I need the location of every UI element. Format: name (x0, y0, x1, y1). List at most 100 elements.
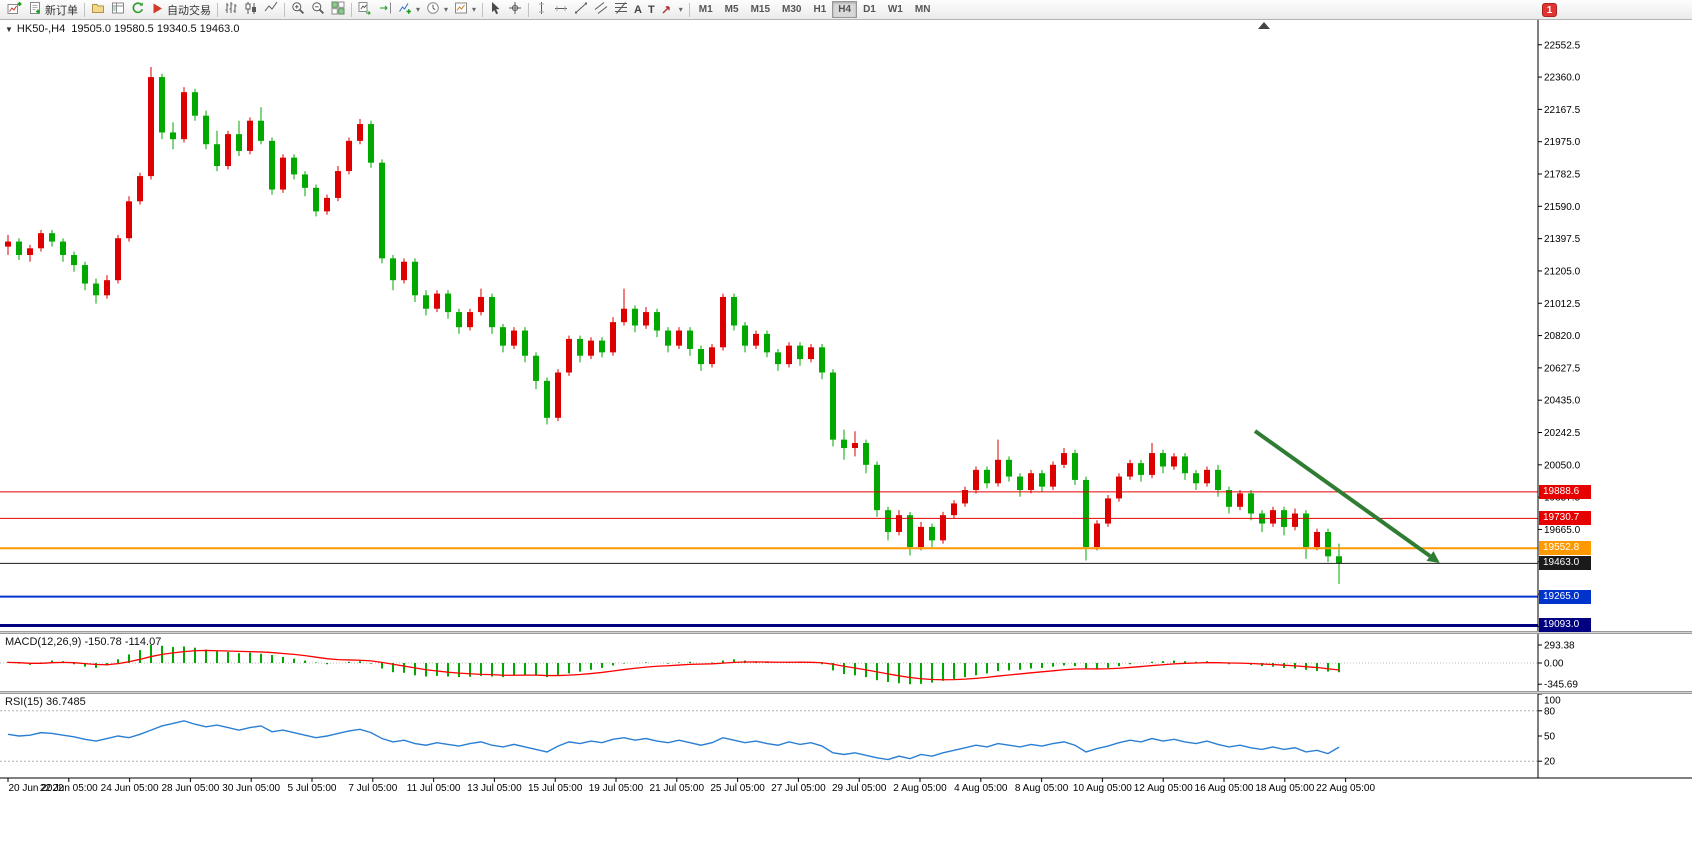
time-axis-label: 5 Jul 05:00 (288, 783, 337, 794)
horizontal-line-button[interactable] (551, 1, 571, 19)
vertical-line-button[interactable] (532, 1, 551, 19)
chart-window: 22552.5 22360.0 22167.5 21975.0 21782.5 21590… (0, 20, 1692, 843)
rsi-axis-label: 50 (1544, 732, 1556, 743)
candle-body (1204, 469, 1210, 484)
timeframe-d1[interactable]: D1 (857, 1, 882, 18)
candle-body (962, 489, 968, 504)
candlestick-button[interactable] (241, 1, 261, 19)
price-axis-label: 20435.0 (1544, 396, 1581, 407)
timeframe-m5[interactable]: M5 (719, 1, 745, 18)
candle-body (467, 312, 473, 328)
zoom-out-button[interactable] (308, 1, 328, 19)
candle-body (819, 347, 825, 373)
market-watch-button[interactable] (108, 1, 128, 19)
candle-body (863, 442, 869, 465)
toolbar-separator (351, 2, 352, 17)
timeframe-m1[interactable]: M1 (693, 1, 719, 18)
candle-body (49, 233, 55, 242)
toolbar-separator (482, 2, 484, 17)
candle-body (940, 515, 946, 541)
candle-body (181, 92, 187, 140)
hline-price-tag: 19093.0 (1539, 618, 1591, 633)
text-tool-button[interactable]: A (631, 1, 645, 19)
timeframe-m30[interactable]: M30 (776, 1, 807, 18)
price-axis-label: 20820.0 (1544, 331, 1581, 342)
zoom-in-button[interactable] (288, 1, 308, 19)
candle-body (786, 345, 792, 365)
candle-body (566, 338, 572, 373)
label-tool-button[interactable]: T (645, 1, 658, 19)
time-axis-label: 11 Jul 05:00 (407, 783, 461, 794)
auto-scroll-button[interactable] (355, 1, 375, 19)
timeframe-h1[interactable]: H1 (807, 1, 832, 18)
time-axis-label: 12 Aug 05:00 (1134, 783, 1193, 794)
candle-body (522, 330, 528, 356)
auto-trading-button[interactable]: 自动交易 (148, 1, 214, 19)
candle-body (16, 241, 22, 255)
auto-scroll-icon (358, 1, 372, 18)
periods-button[interactable]: ▾ (423, 1, 451, 19)
play-icon (151, 2, 164, 18)
line-chart-button[interactable] (261, 1, 281, 19)
chevron-down-icon: ▾ (416, 5, 421, 14)
candle-body (874, 464, 880, 511)
profiles-button[interactable] (88, 1, 108, 19)
candle-body (676, 330, 682, 346)
candle-body (434, 293, 440, 309)
candle-body (995, 459, 1001, 484)
time-axis-label: 20 Jun 2022 (8, 783, 63, 794)
fibonacci-button[interactable] (611, 1, 631, 19)
arrows-tool-button[interactable]: ▾ (658, 1, 686, 19)
candle-body (852, 442, 858, 449)
candle-body (1215, 469, 1221, 490)
chart-canvas[interactable]: 22552.5 22360.0 22167.5 21975.0 21782.5 21590… (0, 20, 1692, 843)
crosshair-icon (508, 1, 522, 18)
text-icon: A (634, 3, 642, 16)
candle-body (1094, 523, 1100, 548)
timeframe-mn[interactable]: MN (909, 1, 937, 18)
candle-body (1325, 531, 1331, 557)
price-axis-label: 22360.0 (1544, 73, 1581, 84)
channel-button[interactable] (591, 1, 611, 19)
candle-body (1127, 463, 1133, 477)
candle-body (148, 77, 154, 177)
time-axis-label: 24 Jun 05:00 (101, 783, 159, 794)
refresh-button[interactable] (128, 1, 148, 19)
macd-panel-separator[interactable] (0, 631, 1692, 634)
candle-body (1105, 498, 1111, 524)
trendline-button[interactable] (571, 1, 591, 19)
candle-body (1336, 556, 1342, 564)
trend-arrow[interactable] (1253, 429, 1432, 558)
chart-shift-button[interactable] (375, 1, 395, 19)
rsi-panel-separator[interactable] (0, 691, 1692, 694)
trendline-icon (574, 1, 588, 18)
candle-body (1050, 464, 1056, 487)
price-axis-label: 22167.5 (1544, 105, 1581, 116)
candle-body (247, 120, 253, 151)
crosshair-button[interactable] (505, 1, 525, 19)
price-axis-label: 21590.0 (1544, 202, 1581, 213)
notifications-button[interactable]: 1 (1539, 1, 1560, 19)
price-axis-label: 21012.5 (1544, 299, 1581, 310)
candle-body (973, 469, 979, 490)
timeframe-h4[interactable]: H4 (832, 1, 858, 18)
candle-body (313, 187, 319, 212)
horizontal-line-icon (554, 2, 568, 18)
tile-windows-button[interactable] (328, 1, 348, 19)
templates-button[interactable]: ▾ (451, 1, 479, 19)
cursor-button[interactable] (486, 1, 505, 19)
candle-body (291, 157, 297, 175)
indicators-button[interactable]: ▾ (395, 1, 423, 19)
timeframe-m15[interactable]: M15 (745, 1, 776, 18)
bar-chart-button[interactable] (221, 1, 241, 19)
candle-body (621, 308, 627, 323)
time-axis-label: 30 Jun 05:00 (222, 783, 280, 794)
collapse-arrow-icon[interactable]: ▼ (5, 25, 13, 34)
candle-body (764, 333, 770, 353)
timeframe-w1[interactable]: W1 (882, 1, 909, 18)
new-order-button[interactable]: 新订单 (25, 1, 81, 19)
candle-body (1270, 510, 1276, 524)
zoom-out-icon (311, 1, 325, 18)
line-chart-icon (264, 1, 278, 18)
new-chart-button[interactable] (4, 1, 25, 19)
